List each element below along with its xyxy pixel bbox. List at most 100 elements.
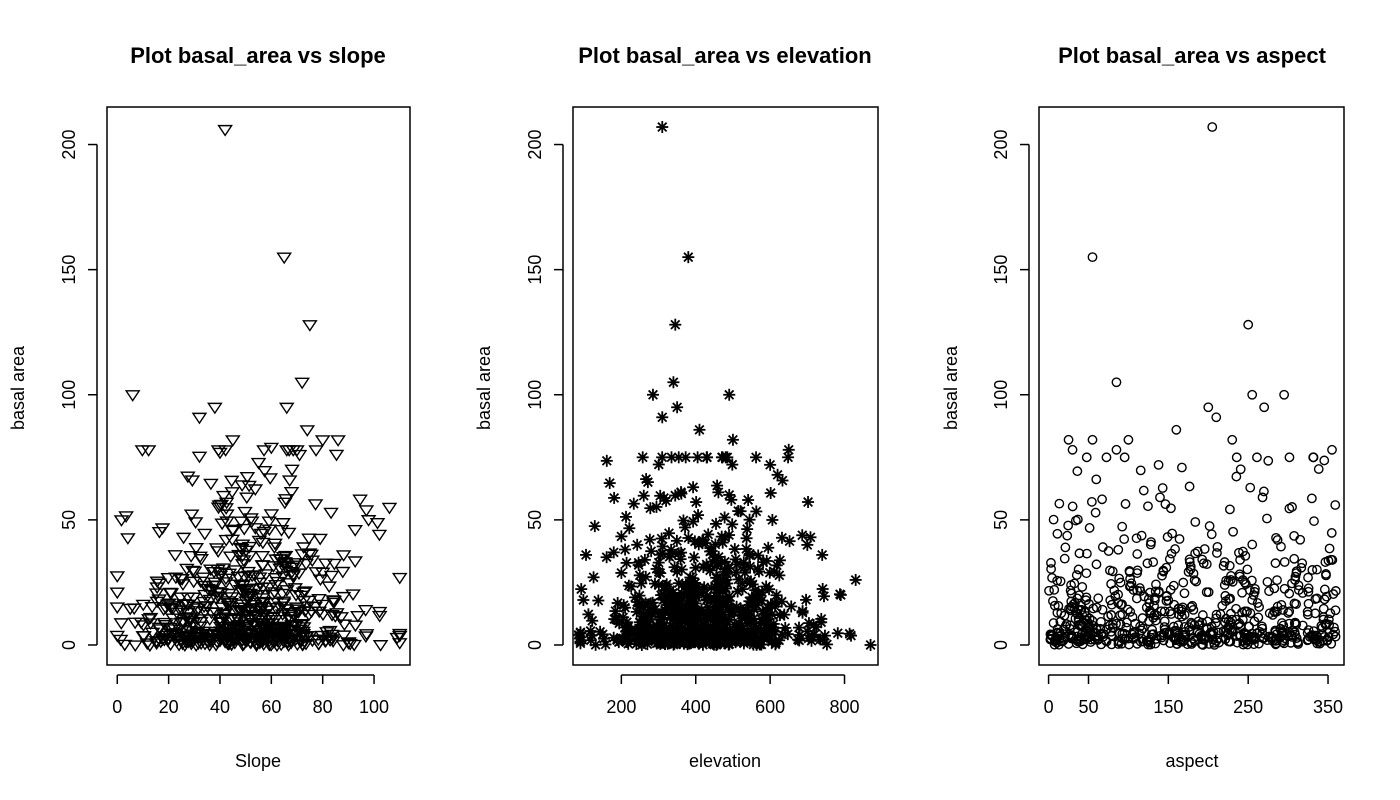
y-tick-label: 50 [991, 510, 1011, 530]
chart-title: Plot basal_area vs aspect [1058, 43, 1326, 68]
data-point [776, 628, 789, 641]
data-point [206, 566, 222, 579]
scatter-points [572, 121, 877, 651]
data-point [1065, 623, 1075, 634]
data-point [704, 636, 717, 649]
data-point [1110, 591, 1121, 602]
data-point [1312, 564, 1322, 575]
data-point [1247, 389, 1258, 400]
data-point [1093, 630, 1104, 641]
data-point [1179, 609, 1190, 620]
data-point [149, 596, 165, 609]
data-point [207, 577, 223, 590]
data-point [1330, 631, 1341, 642]
data-point [134, 445, 151, 457]
data-point [700, 451, 713, 464]
data-point [237, 506, 253, 519]
data-point [215, 490, 232, 503]
data-point [616, 632, 629, 645]
data-point [721, 562, 734, 575]
data-point [1224, 560, 1235, 571]
data-point [1194, 620, 1205, 630]
data-point [1062, 530, 1073, 541]
y-tick-label: 200 [59, 130, 79, 160]
data-point [314, 630, 331, 643]
data-point [323, 570, 340, 583]
data-point [208, 593, 224, 605]
data-point [736, 583, 749, 596]
data-point [1081, 548, 1092, 559]
data-point [1143, 501, 1153, 512]
data-point [1311, 634, 1322, 645]
data-point [1125, 573, 1135, 584]
data-point [756, 586, 769, 599]
x-tick-label: 40 [210, 697, 230, 717]
data-point [222, 551, 239, 564]
data-point [256, 445, 272, 457]
data-point [1153, 459, 1164, 470]
data-point [1171, 424, 1182, 435]
data-point [1119, 534, 1130, 545]
data-point [1135, 465, 1146, 476]
data-point [1044, 585, 1054, 596]
data-point [1272, 575, 1282, 586]
data-point [1218, 560, 1229, 571]
x-tick-label: 20 [159, 697, 179, 717]
data-point [109, 587, 126, 600]
data-point [694, 606, 707, 619]
data-point [1188, 568, 1199, 579]
data-point [1250, 584, 1260, 594]
chart-title: Plot basal_area vs elevation [578, 43, 872, 68]
data-point [1097, 494, 1107, 505]
data-point [1245, 482, 1256, 493]
data-point [750, 505, 763, 518]
data-point [1179, 621, 1190, 632]
data-point [232, 606, 249, 619]
data-point [1184, 554, 1195, 565]
data-point [1227, 614, 1238, 625]
data-point [213, 626, 229, 639]
data-point [1170, 544, 1180, 554]
data-point [603, 477, 616, 490]
data-point [277, 550, 294, 563]
data-point [690, 496, 703, 509]
data-point [1132, 638, 1143, 649]
data-point [1142, 558, 1153, 569]
data-point [711, 557, 724, 570]
data-point [1150, 638, 1161, 649]
x-tick-label: 400 [681, 697, 711, 717]
data-point [1303, 598, 1314, 609]
data-point [632, 559, 645, 572]
data-point [302, 320, 318, 332]
data-point [314, 567, 331, 580]
data-point [640, 473, 653, 486]
data-point [1129, 628, 1140, 639]
data-point [113, 515, 130, 527]
data-point [1164, 554, 1175, 564]
data-point [670, 534, 683, 547]
data-point [709, 538, 722, 551]
data-point [333, 612, 350, 624]
y-tick-label: 0 [991, 640, 1011, 650]
data-point [1231, 452, 1242, 463]
data-point [1187, 600, 1198, 611]
data-point [1171, 628, 1181, 638]
data-point [303, 606, 320, 619]
data-point [1077, 582, 1088, 592]
data-point [648, 624, 661, 637]
data-point [600, 454, 613, 467]
data-point [1049, 584, 1060, 595]
data-point [627, 497, 640, 510]
data-point [1161, 596, 1172, 606]
data-point [1272, 601, 1283, 612]
data-point [325, 595, 342, 607]
data-point [207, 402, 223, 415]
data-point [237, 585, 253, 598]
data-point [289, 639, 306, 652]
data-point [650, 500, 663, 513]
data-point [613, 617, 626, 630]
data-point [764, 487, 777, 500]
data-point [673, 621, 686, 634]
data-point [1190, 517, 1201, 527]
data-point [778, 608, 791, 621]
